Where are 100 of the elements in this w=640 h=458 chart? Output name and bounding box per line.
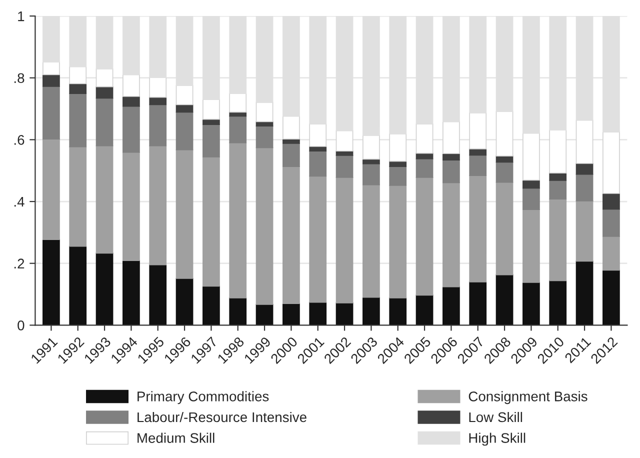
bar <box>442 121 460 154</box>
bar <box>309 150 327 177</box>
bar <box>96 68 114 88</box>
bar <box>576 120 594 164</box>
bar <box>469 281 487 326</box>
bar <box>549 180 567 200</box>
bar <box>469 154 487 176</box>
bar <box>256 147 274 305</box>
bar <box>576 200 594 262</box>
bar <box>336 302 354 326</box>
y-tick-label: 0 <box>18 320 24 330</box>
bar <box>42 86 60 140</box>
bar <box>336 176 354 304</box>
bar <box>229 142 247 298</box>
bar <box>149 145 167 266</box>
bar <box>282 166 300 304</box>
bar <box>602 208 620 237</box>
bar <box>496 162 514 183</box>
bar <box>336 130 354 152</box>
bar <box>576 174 594 202</box>
bar <box>602 270 620 326</box>
bar <box>442 153 460 161</box>
bar <box>122 96 140 107</box>
bar <box>416 152 434 160</box>
bar <box>336 155 354 178</box>
bar <box>389 133 407 162</box>
bar <box>176 85 194 106</box>
bar <box>362 134 380 160</box>
bar <box>69 93 87 148</box>
legend-label: Primary Commodities <box>138 391 269 404</box>
bar <box>122 152 140 261</box>
bar <box>176 278 194 326</box>
bar <box>549 130 567 174</box>
bar <box>149 264 167 326</box>
bar <box>256 304 274 326</box>
bar <box>96 98 114 146</box>
bar <box>522 282 540 326</box>
bar <box>309 176 327 303</box>
bar <box>282 142 300 168</box>
bar <box>202 156 220 287</box>
bar <box>256 126 274 148</box>
legend-label: Medium Skill <box>138 432 214 443</box>
bar <box>176 149 194 279</box>
bar <box>549 172 567 181</box>
legend-label: Labour/-Resource Intensive <box>138 412 306 422</box>
bar <box>122 260 140 326</box>
bar <box>69 246 87 326</box>
bar <box>496 182 514 276</box>
bar <box>229 116 247 144</box>
bar <box>122 106 140 153</box>
bar <box>42 138 60 240</box>
bar <box>42 62 60 76</box>
bar <box>96 145 114 254</box>
bar <box>416 124 434 154</box>
bar <box>469 112 487 150</box>
bar <box>42 74 60 87</box>
bar <box>389 166 407 186</box>
bar <box>149 77 167 98</box>
bar <box>602 193 620 210</box>
bar <box>202 124 220 158</box>
bar <box>69 66 87 84</box>
bar <box>522 132 540 181</box>
bar <box>389 185 407 298</box>
bar <box>362 184 380 298</box>
bar <box>442 286 460 326</box>
bar <box>202 286 220 326</box>
bar <box>362 163 380 186</box>
bar <box>496 274 514 326</box>
y-tick-label: .4 <box>14 196 24 207</box>
bar <box>229 298 247 326</box>
bar <box>309 124 327 147</box>
y-tick-label: 1 <box>18 12 24 22</box>
bar <box>522 180 540 189</box>
bar <box>602 236 620 271</box>
bar <box>309 302 327 326</box>
bar <box>229 93 247 113</box>
bar <box>202 118 220 125</box>
bar <box>389 298 407 326</box>
legend-label: Consignment Basis <box>468 391 588 404</box>
bar <box>416 176 434 296</box>
bar <box>442 160 460 184</box>
y-tick-label: .8 <box>14 73 24 84</box>
bar <box>69 146 87 247</box>
bar <box>96 86 114 99</box>
bar <box>122 74 140 97</box>
bar <box>389 160 407 168</box>
bar <box>469 175 487 282</box>
bar <box>416 294 434 326</box>
bar <box>549 198 567 282</box>
bar <box>149 104 167 146</box>
bar <box>176 112 194 150</box>
bar <box>202 99 220 120</box>
y-tick-label: .6 <box>14 135 24 145</box>
bar <box>69 83 87 94</box>
legend-label: Low Skill <box>469 412 522 422</box>
bar <box>96 252 114 326</box>
bar <box>522 188 540 210</box>
legend-label: High Skill <box>469 432 526 446</box>
bar <box>602 132 620 194</box>
bar <box>282 303 300 326</box>
